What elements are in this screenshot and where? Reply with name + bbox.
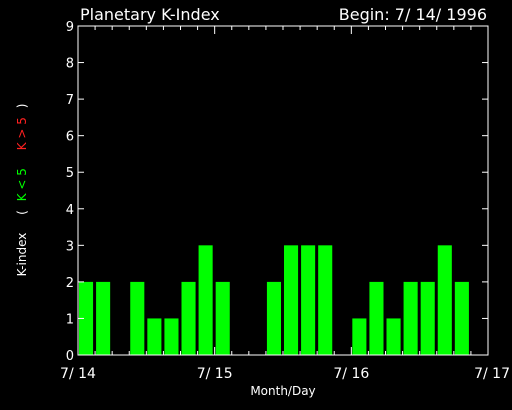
x-tick-label: 7/ 15: [197, 366, 233, 382]
k-index-bar: [164, 318, 179, 355]
k-index-bar: [318, 245, 333, 355]
k-index-bar: [79, 281, 94, 355]
k-index-bar: [420, 281, 435, 355]
k-index-bar: [266, 281, 281, 355]
k-index-bar: [386, 318, 401, 355]
x-ticks-group: 7/ 14 7/ 15 7/ 16 7/ 17: [60, 26, 510, 382]
y-tick-label: 2: [66, 276, 74, 291]
chart-title: Planetary K-Index: [80, 5, 220, 24]
y-tick-label: 1: [66, 312, 74, 327]
y-axis-label-prefix: K-index: [15, 233, 29, 277]
k-index-bar: [284, 245, 299, 355]
y-axis-close-paren: ): [15, 104, 29, 109]
k-index-bar: [352, 318, 367, 355]
k-index-bar: [369, 281, 384, 355]
y-tick-label: 8: [66, 57, 74, 72]
y-tick-label: 9: [66, 20, 74, 35]
x-tick-label: 7/ 17: [474, 366, 510, 382]
k-index-bar: [96, 281, 111, 355]
k-index-bar: [181, 281, 196, 355]
y-tick-label: 6: [66, 130, 74, 145]
y-tick-label: 0: [66, 349, 74, 364]
k-index-bar: [403, 281, 418, 355]
k-index-bar: [215, 281, 230, 355]
k-index-bar: [130, 281, 145, 355]
k-index-bar: [437, 245, 452, 355]
y-axis-label: K-index ( K < 5 K > 5 ): [15, 104, 29, 277]
k-index-bar: [301, 245, 316, 355]
x-tick-label: 7/ 14: [60, 366, 96, 382]
x-axis-label: Month/Day: [250, 384, 315, 398]
k-index-bar: [198, 245, 213, 355]
y-axis-open-paren: (: [15, 210, 29, 215]
y-tick-label: 3: [66, 239, 74, 254]
x-tick-label: 7/ 16: [333, 366, 369, 382]
k-index-bar: [147, 318, 162, 355]
y-axis-low-range: K < 5: [15, 168, 29, 201]
y-tick-label: 4: [66, 203, 74, 218]
bars-group: [79, 245, 469, 355]
y-ticks-group: 0 1 2 3 4 5 6 7 8 9: [66, 20, 488, 364]
y-tick-label: 7: [66, 93, 74, 108]
y-tick-label: 5: [66, 166, 74, 181]
y-axis-high-range: K > 5: [15, 117, 29, 150]
k-index-bar: [454, 281, 469, 355]
begin-date-label: Begin: 7/ 14/ 1996: [339, 5, 487, 24]
